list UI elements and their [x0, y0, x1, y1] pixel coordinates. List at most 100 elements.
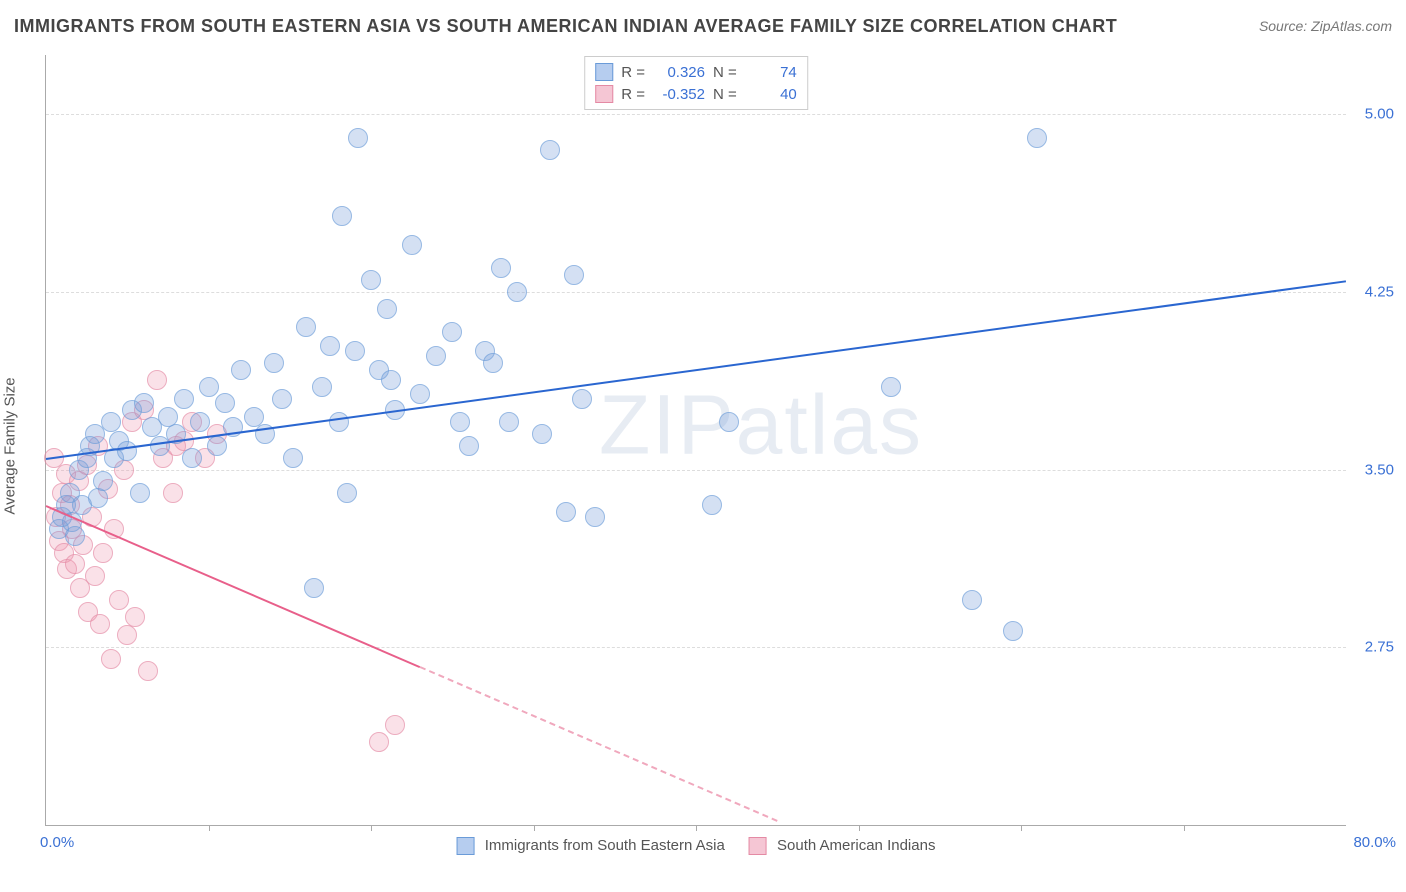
- scatter-point: [450, 412, 470, 432]
- y-tick-label: 5.00: [1352, 106, 1394, 123]
- scatter-point: [402, 235, 422, 255]
- scatter-point: [134, 393, 154, 413]
- scatter-point: [207, 436, 227, 456]
- scatter-point: [85, 566, 105, 586]
- scatter-point: [1027, 128, 1047, 148]
- scatter-point: [426, 346, 446, 366]
- scatter-point: [190, 412, 210, 432]
- scatter-point: [381, 370, 401, 390]
- trend-line: [419, 666, 777, 822]
- scatter-point: [109, 590, 129, 610]
- scatter-point: [264, 353, 284, 373]
- chart-title: IMMIGRANTS FROM SOUTH EASTERN ASIA VS SO…: [14, 16, 1117, 37]
- scatter-point: [337, 483, 357, 503]
- scatter-point: [507, 282, 527, 302]
- scatter-point: [182, 448, 202, 468]
- scatter-point: [320, 336, 340, 356]
- trend-line: [46, 505, 421, 668]
- scatter-point: [348, 128, 368, 148]
- legend-n-label-a: N =: [713, 64, 737, 81]
- scatter-point: [491, 258, 511, 278]
- scatter-point: [283, 448, 303, 468]
- scatter-point: [101, 412, 121, 432]
- x-axis-max-label: 80.0%: [1353, 834, 1396, 851]
- scatter-point: [564, 265, 584, 285]
- scatter-point: [215, 393, 235, 413]
- scatter-point: [442, 322, 462, 342]
- scatter-point: [65, 526, 85, 546]
- scatter-point: [231, 360, 251, 380]
- gridline: [46, 470, 1346, 471]
- y-tick-label: 4.25: [1352, 283, 1394, 300]
- scatter-point: [312, 377, 332, 397]
- scatter-point: [410, 384, 430, 404]
- scatter-point: [540, 140, 560, 160]
- legend-n-value-b: 40: [745, 86, 797, 103]
- gridline: [46, 647, 1346, 648]
- scatter-point: [174, 389, 194, 409]
- scatter-point: [585, 507, 605, 527]
- scatter-point: [147, 370, 167, 390]
- scatter-point: [90, 614, 110, 634]
- scatter-point: [532, 424, 552, 444]
- gridline: [46, 114, 1346, 115]
- scatter-point: [130, 483, 150, 503]
- scatter-point: [296, 317, 316, 337]
- scatter-point: [385, 715, 405, 735]
- scatter-point: [499, 412, 519, 432]
- legend-swatch-b2: [749, 837, 767, 855]
- scatter-point: [962, 590, 982, 610]
- y-tick-label: 3.50: [1352, 461, 1394, 478]
- legend-r-label-a: R =: [621, 64, 645, 81]
- scatter-point: [272, 389, 292, 409]
- legend-swatch-a2: [457, 837, 475, 855]
- scatter-point: [369, 732, 389, 752]
- gridline: [46, 292, 1346, 293]
- scatter-point: [93, 471, 113, 491]
- scatter-point: [1003, 621, 1023, 641]
- scatter-point: [163, 483, 183, 503]
- y-axis-label: Average Family Size: [2, 377, 19, 514]
- scatter-point: [138, 661, 158, 681]
- scatter-point: [101, 649, 121, 669]
- legend-n-label-b: N =: [713, 86, 737, 103]
- scatter-point: [702, 495, 722, 515]
- x-tick: [859, 825, 860, 831]
- scatter-point: [483, 353, 503, 373]
- x-tick: [209, 825, 210, 831]
- y-tick-label: 2.75: [1352, 639, 1394, 656]
- scatter-point: [459, 436, 479, 456]
- x-tick: [534, 825, 535, 831]
- x-axis-min-label: 0.0%: [40, 834, 74, 851]
- watermark: ZIPatlas: [599, 376, 923, 473]
- scatter-point: [377, 299, 397, 319]
- scatter-point: [117, 625, 137, 645]
- legend-correlation: R = 0.326 N = 74 R = -0.352 N = 40: [584, 56, 808, 110]
- scatter-point: [117, 441, 137, 461]
- scatter-point: [93, 543, 113, 563]
- legend-item-b: South American Indians: [749, 837, 936, 855]
- legend-series: Immigrants from South Eastern Asia South…: [457, 837, 936, 855]
- scatter-point: [65, 554, 85, 574]
- legend-swatch-b: [595, 85, 613, 103]
- x-tick: [1021, 825, 1022, 831]
- chart-source: Source: ZipAtlas.com: [1259, 18, 1392, 34]
- legend-swatch-a: [595, 63, 613, 81]
- legend-label-a: Immigrants from South Eastern Asia: [485, 837, 725, 854]
- scatter-point: [881, 377, 901, 397]
- scatter-point: [304, 578, 324, 598]
- scatter-point: [199, 377, 219, 397]
- scatter-point: [332, 206, 352, 226]
- scatter-point: [345, 341, 365, 361]
- scatter-point: [125, 607, 145, 627]
- scatter-point: [719, 412, 739, 432]
- scatter-point: [556, 502, 576, 522]
- x-tick: [696, 825, 697, 831]
- plot-area: ZIPatlas R = 0.326 N = 74 R = -0.352 N =…: [45, 55, 1346, 826]
- scatter-point: [572, 389, 592, 409]
- x-tick: [371, 825, 372, 831]
- x-tick: [1184, 825, 1185, 831]
- legend-n-value-a: 74: [745, 64, 797, 81]
- legend-label-b: South American Indians: [777, 837, 935, 854]
- scatter-point: [329, 412, 349, 432]
